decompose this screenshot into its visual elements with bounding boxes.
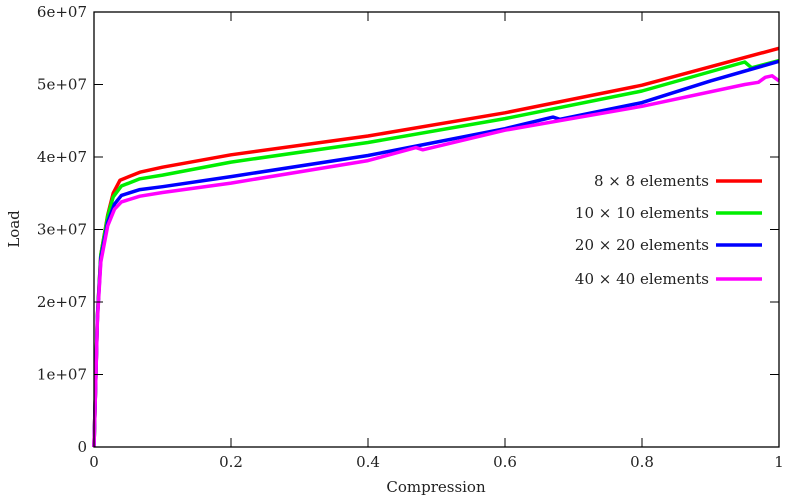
x-tick-label: 0.2 — [219, 453, 243, 471]
y-tick-label: 5e+07 — [37, 76, 87, 94]
x-tick-label: 1 — [774, 453, 784, 471]
series-line — [92, 74, 781, 448]
y-tick-label: 4e+07 — [37, 148, 87, 166]
y-axis-label: Load — [5, 210, 23, 248]
series-line — [92, 59, 780, 448]
y-tick-label: 6e+07 — [37, 3, 87, 21]
y-tick-label: 1e+07 — [37, 366, 87, 384]
legend-label: 20 × 20 elements — [575, 236, 709, 254]
legend: 8 × 8 elements 10 × 10 elements 20 × 20 el… — [575, 172, 762, 288]
series-layer — [92, 46, 781, 448]
legend-label: 10 × 10 elements — [575, 204, 709, 222]
ticks-layer: 0 0.2 0.4 0.6 0.8 1 0 1e+07 2e+07 3e+07 4e+07 5e+07… — [37, 3, 784, 471]
legend-label: 40 × 40 elements — [575, 270, 709, 288]
x-axis-label: Compression — [386, 478, 486, 496]
y-tick-label: 2e+07 — [37, 293, 87, 311]
y-tick-label: 3e+07 — [37, 221, 87, 239]
y-tick-label: 0 — [77, 438, 87, 456]
x-tick-label: 0.4 — [356, 453, 380, 471]
x-tick-label: 0.6 — [493, 453, 517, 471]
legend-label: 8 × 8 elements — [594, 172, 709, 190]
x-tick-label: 0.8 — [630, 453, 654, 471]
x-tick-label: 0 — [89, 453, 99, 471]
